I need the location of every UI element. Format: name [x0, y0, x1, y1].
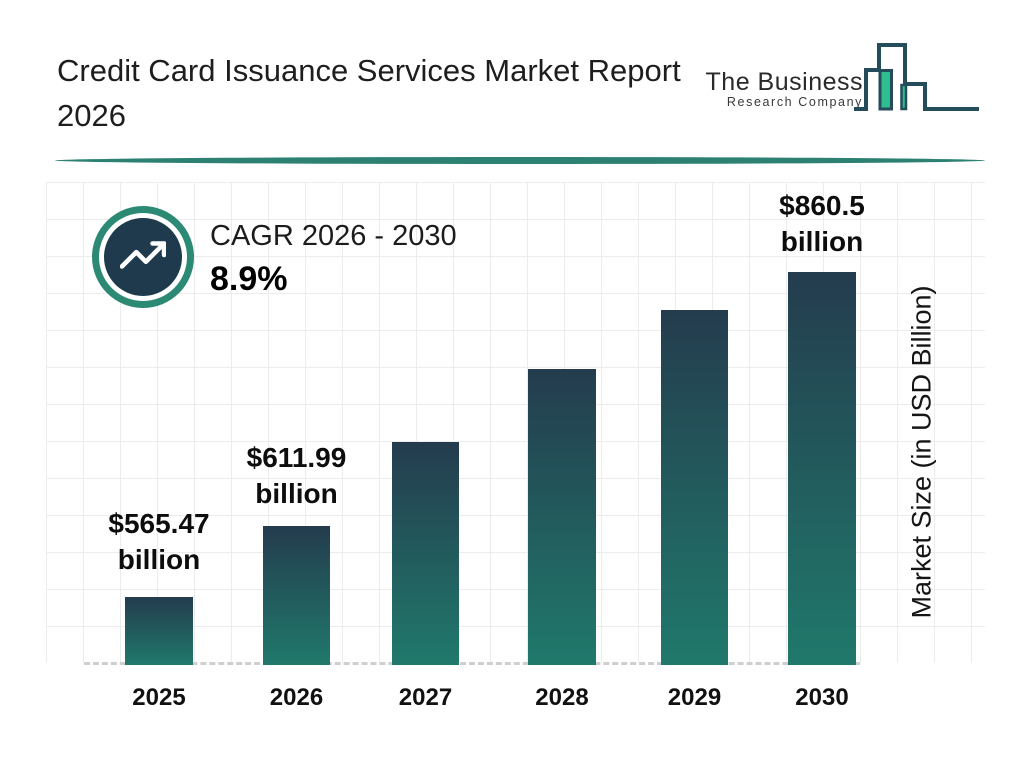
chart-dashed-baseline — [84, 662, 860, 665]
bar-2025 — [125, 597, 193, 665]
teal-divider-rule — [55, 157, 985, 164]
cagr-value: 8.9% — [210, 260, 288, 298]
x-tick-2027: 2027 — [398, 684, 453, 711]
bar-2029 — [661, 310, 728, 665]
cagr-badge — [92, 206, 194, 308]
cagr-period-label: CAGR 2026 - 2030 — [210, 220, 457, 252]
bar-2028 — [528, 369, 596, 665]
y-axis-label: Market Size (in USD Billion) — [906, 285, 937, 619]
logo-wordmark: The Business Research Company — [700, 69, 863, 109]
x-tick-2030: 2030 — [795, 684, 849, 711]
page-title: Credit Card Issuance Services Market Rep… — [57, 53, 681, 133]
company-logo-skyline-icon — [852, 38, 982, 121]
logo-line2: Research Company — [726, 95, 863, 109]
value-label-2025: $565.47 billion — [108, 508, 210, 575]
value-label-2026: $611.99 billion — [246, 442, 347, 509]
bar-2026 — [263, 526, 330, 665]
value-label-2030: $860.5 billion — [779, 190, 865, 257]
x-tick-2025: 2025 — [132, 684, 186, 711]
trending-up-icon — [119, 232, 167, 283]
bar-2030 — [788, 272, 856, 665]
cagr-badge-disc — [104, 218, 182, 296]
cagr-badge-white-ring — [99, 213, 187, 301]
logo-line1: The Business — [705, 68, 863, 96]
x-tick-2029: 2029 — [667, 684, 722, 711]
x-tick-2028: 2028 — [535, 684, 589, 711]
bar-2027 — [392, 442, 459, 665]
x-tick-2026: 2026 — [269, 684, 324, 711]
